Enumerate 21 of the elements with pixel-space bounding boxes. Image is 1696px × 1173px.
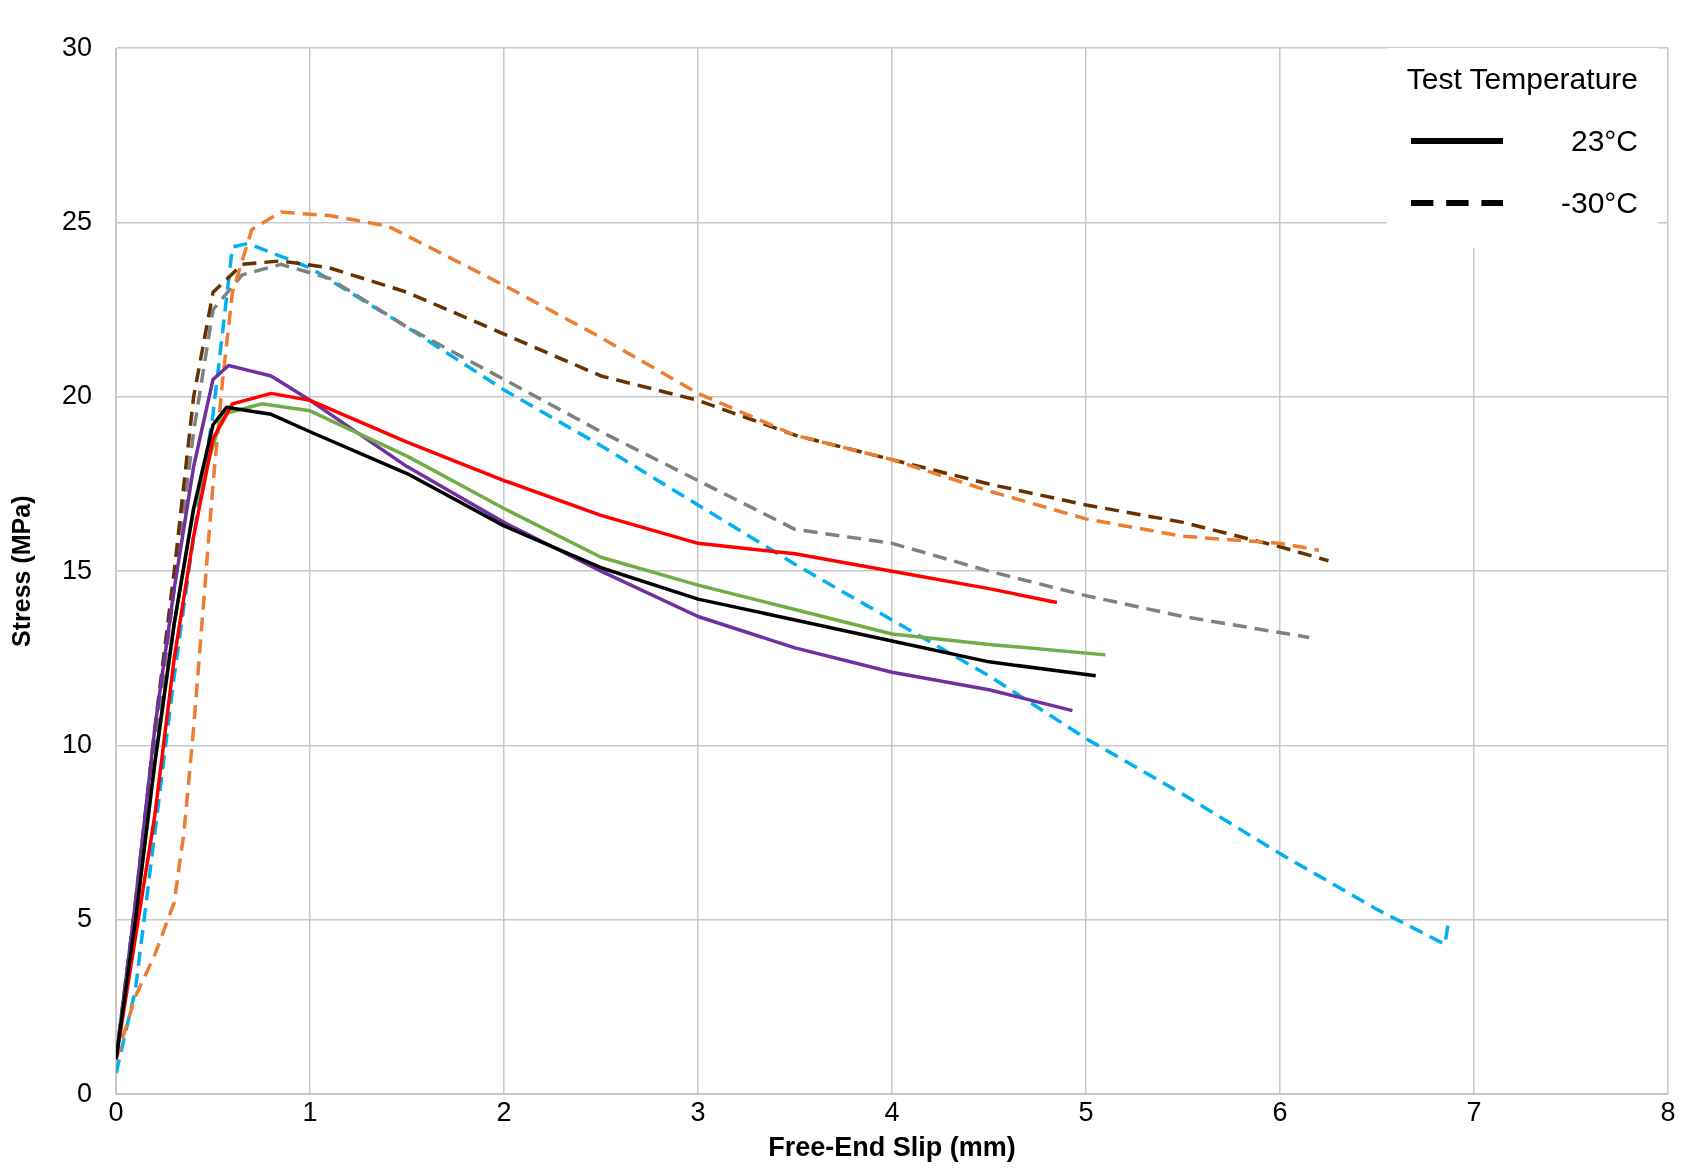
legend-title: Test Temperature xyxy=(1406,62,1638,96)
x-tick-label: 4 xyxy=(884,1096,900,1127)
x-tick-label: 8 xyxy=(1660,1096,1676,1127)
x-tick-label: 3 xyxy=(690,1096,706,1127)
y-axis-title: Stress (MPa) xyxy=(6,495,35,647)
x-tick-label: 1 xyxy=(302,1096,318,1127)
y-tick-label: 15 xyxy=(61,554,93,585)
y-tick-label: 25 xyxy=(61,205,93,236)
y-tick-label: 5 xyxy=(77,903,93,934)
x-tick-label: 2 xyxy=(496,1096,512,1127)
y-tick-label: 20 xyxy=(61,380,93,411)
legend-label: 23°C xyxy=(1570,124,1638,158)
x-tick-label: 7 xyxy=(1466,1096,1482,1127)
x-axis-title: Free-End Slip (mm) xyxy=(768,1132,1016,1163)
x-tick-label: 0 xyxy=(108,1096,124,1127)
legend-label: -30°C xyxy=(1560,186,1638,220)
x-tick-label: 6 xyxy=(1272,1096,1288,1127)
x-tick-label: 5 xyxy=(1078,1096,1094,1127)
y-tick-label: 0 xyxy=(77,1077,93,1108)
y-tick-label: 10 xyxy=(61,728,93,759)
y-tick-label: 30 xyxy=(61,31,93,62)
